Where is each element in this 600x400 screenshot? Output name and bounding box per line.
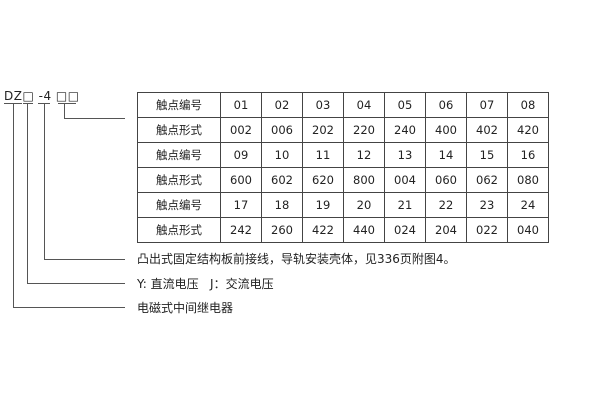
table-cell: 15 — [466, 142, 508, 168]
note-voltage: Y: 直流电压 J：交流电压 — [137, 277, 274, 291]
table-cell: 22 — [425, 192, 467, 218]
table-row: 触点编号 17 18 19 20 21 22 23 24 — [137, 192, 549, 218]
table-cell: 006 — [261, 117, 303, 143]
table-cell: 022 — [466, 217, 508, 243]
table-row: 触点形式 600 602 620 800 004 060 062 080 — [137, 167, 549, 193]
table-cell: 800 — [343, 167, 385, 193]
table-cell: 21 — [384, 192, 426, 218]
table-cell: 05 — [384, 92, 426, 118]
table-cell: 18 — [261, 192, 303, 218]
leader-line — [64, 118, 125, 119]
leader-line — [64, 103, 65, 118]
table-cell: 触点编号 — [137, 92, 221, 118]
table-cell: 12 — [343, 142, 385, 168]
leader-line — [44, 259, 125, 260]
table-cell: 09 — [220, 142, 262, 168]
table-cell: 07 — [466, 92, 508, 118]
table-cell: 14 — [425, 142, 467, 168]
note-structure: 凸出式固定结构板前接线，导轨安装壳体，见336页附图4。 — [137, 252, 456, 266]
leader-line — [44, 103, 45, 259]
table-cell: 024 — [384, 217, 426, 243]
table-cell: 040 — [507, 217, 549, 243]
table-cell: 20 — [343, 192, 385, 218]
table-cell: 01 — [220, 92, 262, 118]
table-cell: 002 — [220, 117, 262, 143]
table-cell: 17 — [220, 192, 262, 218]
table-cell: 420 — [507, 117, 549, 143]
table-row: 触点编号 09 10 11 12 13 14 15 16 — [137, 142, 549, 168]
table-cell: 08 — [507, 92, 549, 118]
leader-line — [27, 283, 125, 284]
table-cell: 240 — [384, 117, 426, 143]
table-cell: 03 — [302, 92, 344, 118]
table-cell: 13 — [384, 142, 426, 168]
table-row: 触点编号 01 02 03 04 05 06 07 08 — [137, 92, 549, 118]
leader-line — [13, 307, 125, 308]
table-cell: 400 — [425, 117, 467, 143]
contact-table: 触点编号 01 02 03 04 05 06 07 08 触点形式 002 006 202 220 240 4… — [137, 92, 549, 243]
table-cell: 06 — [425, 92, 467, 118]
table-cell: 19 — [302, 192, 344, 218]
table-cell: 16 — [507, 142, 549, 168]
table-cell: 23 — [466, 192, 508, 218]
table-cell: 242 — [220, 217, 262, 243]
table-cell: 260 — [261, 217, 303, 243]
table-cell: 11 — [302, 142, 344, 168]
table-cell: 触点编号 — [137, 142, 221, 168]
table-cell: 02 — [261, 92, 303, 118]
table-row: 触点形式 242 260 422 440 024 204 022 040 — [137, 217, 549, 243]
table-cell: 触点形式 — [137, 217, 221, 243]
table-cell: 触点编号 — [137, 192, 221, 218]
underline — [58, 103, 76, 104]
table-cell: 202 — [302, 117, 344, 143]
table-cell: 220 — [343, 117, 385, 143]
table-cell: 10 — [261, 142, 303, 168]
table-cell: 触点形式 — [137, 167, 221, 193]
table-cell: 触点形式 — [137, 117, 221, 143]
table-cell: 080 — [507, 167, 549, 193]
table-row: 触点形式 002 006 202 220 240 400 402 420 — [137, 117, 549, 143]
model-code: DZ□ -4 □□ — [4, 89, 80, 103]
table-cell: 24 — [507, 192, 549, 218]
table-cell: 060 — [425, 167, 467, 193]
leader-line — [27, 103, 28, 283]
table-cell: 440 — [343, 217, 385, 243]
table-cell: 620 — [302, 167, 344, 193]
note-type: 电磁式中间继电器 — [137, 301, 234, 315]
table-cell: 422 — [302, 217, 344, 243]
table-cell: 004 — [384, 167, 426, 193]
table-cell: 204 — [425, 217, 467, 243]
table-cell: 402 — [466, 117, 508, 143]
table-cell: 04 — [343, 92, 385, 118]
underline — [23, 103, 33, 104]
table-cell: 602 — [261, 167, 303, 193]
table-cell: 062 — [466, 167, 508, 193]
leader-line — [13, 103, 14, 307]
table-cell: 600 — [220, 167, 262, 193]
